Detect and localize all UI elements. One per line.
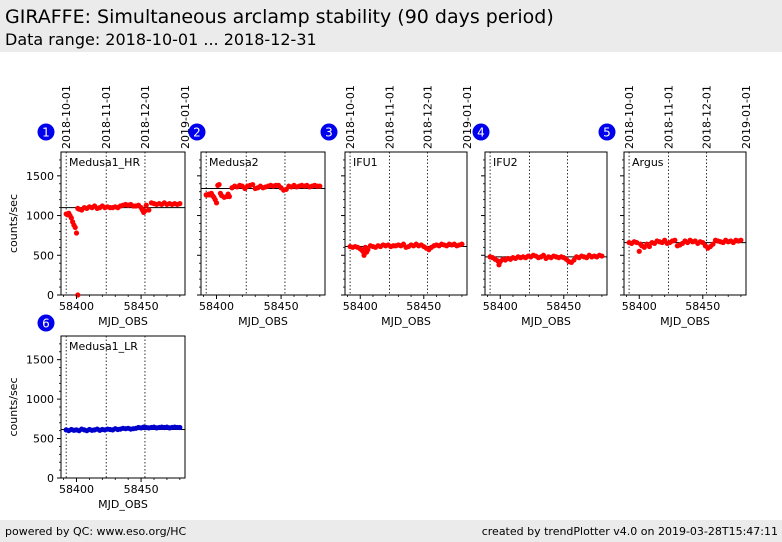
y-tick-label: 0 (47, 289, 54, 302)
data-point (710, 241, 716, 247)
date-label: 2019-01-01 (179, 85, 192, 149)
panel-label: Argus (632, 156, 664, 169)
panel-argus: 58400 58450 MJD_OBS Argus 5 2018-10-01 2018-11… (598, 85, 753, 328)
data-point (672, 237, 678, 243)
y-tick-label: 1000 (26, 393, 54, 406)
y-tick-label: 500 (33, 249, 54, 262)
data-point (143, 202, 149, 208)
x-tick-label: 58400 (622, 300, 657, 313)
data-point (213, 200, 220, 206)
x-tick-label: 58450 (124, 300, 159, 313)
panel-label: Medusa1_HR (69, 156, 140, 169)
plot-frame (200, 151, 326, 296)
plot-frame (60, 151, 186, 296)
x-tick-label: 58400 (483, 300, 518, 313)
date-label: 2018-12-01 (139, 85, 152, 149)
x-axis-label: MJD_OBS (238, 315, 288, 328)
x-axis-label: MJD_OBS (98, 498, 148, 511)
x-tick-label: 58400 (343, 300, 378, 313)
panel-number-text: 2 (193, 126, 201, 140)
y-axis-label: counts/sec (7, 194, 20, 253)
data-point (146, 207, 152, 213)
data-point (226, 193, 233, 200)
panel-label: Medusa2 (209, 156, 259, 169)
x-axis-label: MJD_OBS (521, 315, 571, 328)
data-point (68, 215, 74, 221)
panel-number-badge (37, 123, 55, 141)
data-point (636, 248, 642, 254)
panel-ifu2: 58400 58450 MJD_OBS IFU2 4 (472, 123, 608, 328)
data-point (73, 230, 80, 236)
x-tick-label: 58450 (685, 300, 720, 313)
panel-label: IFU1 (353, 156, 378, 169)
data-point (142, 208, 148, 214)
x-axis-label: MJD_OBS (381, 315, 431, 328)
date-label: 2018-11-01 (383, 85, 396, 149)
x-axis-label: MJD_OBS (660, 315, 710, 328)
x-tick-label: 58400 (59, 300, 94, 313)
panel-ifu1: 58400 58450 MJD_OBS IFU1 3 2018-10-01 2018-11-… (320, 85, 474, 328)
date-label: 2018-11-01 (662, 85, 675, 149)
date-label: 2018-12-01 (422, 85, 435, 149)
date-label: 2018-10-01 (623, 85, 636, 149)
y-tick-label: 1000 (26, 210, 54, 223)
panel-number-text: 6 (42, 317, 50, 331)
footer-bar: powered by QC: www.eso.org/HC created by… (0, 520, 782, 542)
panel-number-text: 5 (603, 126, 611, 140)
panel-number-text: 1 (42, 126, 50, 140)
footer-created-by: created by trendPlotter v4.0 on 2019-03-… (481, 525, 778, 538)
data-point (646, 243, 653, 250)
y-tick-label: 1500 (26, 170, 54, 183)
x-axis-label: MJD_OBS (98, 315, 148, 328)
panel-medusa1-hr: 58400 58450 MJD_OBS 0 500 1000 1500 counts/sec M… (7, 85, 192, 328)
data-point (250, 181, 256, 188)
data-range-subtitle: Data range: 2018-10-01 ... 2018-12-31 (5, 30, 317, 49)
y-tick-label: 0 (47, 472, 54, 485)
footer-powered-by: powered by QC: www.eso.org/HC (5, 525, 187, 538)
plot-frame (60, 335, 186, 479)
x-tick-label: 58450 (124, 483, 159, 496)
data-point (75, 292, 81, 298)
page-title: GIRAFFE: Simultaneous arclamp stability … (5, 6, 554, 28)
x-tick-label: 58400 (199, 300, 234, 313)
x-tick-label: 58450 (546, 300, 581, 313)
panel-medusa1-lr: 58400 58450 MJD_OBS 0 500 1000 1500 counts/sec M… (7, 314, 186, 511)
header-bar: GIRAFFE: Simultaneous arclamp stability … (0, 0, 782, 52)
panel-number-text: 4 (477, 126, 485, 140)
plot-frame (484, 151, 608, 296)
data-point (365, 247, 371, 253)
data-point (459, 241, 465, 247)
plots-canvas: 58400 58450MJD_OBS050010001500counts/secM… (7, 85, 753, 511)
plot-frame (623, 151, 747, 296)
data-point (599, 253, 605, 259)
data-point (216, 181, 222, 188)
data-point (72, 224, 78, 231)
panel-label: IFU2 (493, 156, 518, 169)
panel-number-text: 3 (325, 126, 333, 140)
y-tick-label: 1500 (26, 354, 54, 367)
x-tick-label: 58450 (406, 300, 441, 313)
data-point (177, 424, 183, 431)
data-point (177, 201, 183, 207)
date-label: 2019-01-01 (461, 85, 474, 149)
y-axis-label: counts/sec (7, 377, 20, 436)
date-label: 2018-12-01 (701, 85, 714, 149)
date-label: 2019-01-01 (740, 85, 753, 149)
plot-frame (344, 151, 468, 296)
panel-medusa2: 58400 58450 MJD_OBS Medusa2 2 (188, 123, 326, 328)
data-point (317, 183, 323, 189)
data-point (738, 237, 744, 243)
panel-number-badge (37, 314, 55, 332)
x-tick-label: 58450 (264, 300, 299, 313)
panel-label: Medusa1_LR (69, 340, 138, 353)
date-label: 2018-11-01 (100, 85, 113, 149)
date-label: 2018-10-01 (60, 85, 73, 149)
panel-number-badge (598, 123, 616, 141)
panel-number-badge (320, 123, 338, 141)
panel-number-badge (188, 123, 206, 141)
x-tick-label: 58400 (59, 483, 94, 496)
y-tick-label: 500 (33, 433, 54, 446)
date-label: 2018-10-01 (344, 85, 357, 149)
panel-number-badge (472, 123, 490, 141)
